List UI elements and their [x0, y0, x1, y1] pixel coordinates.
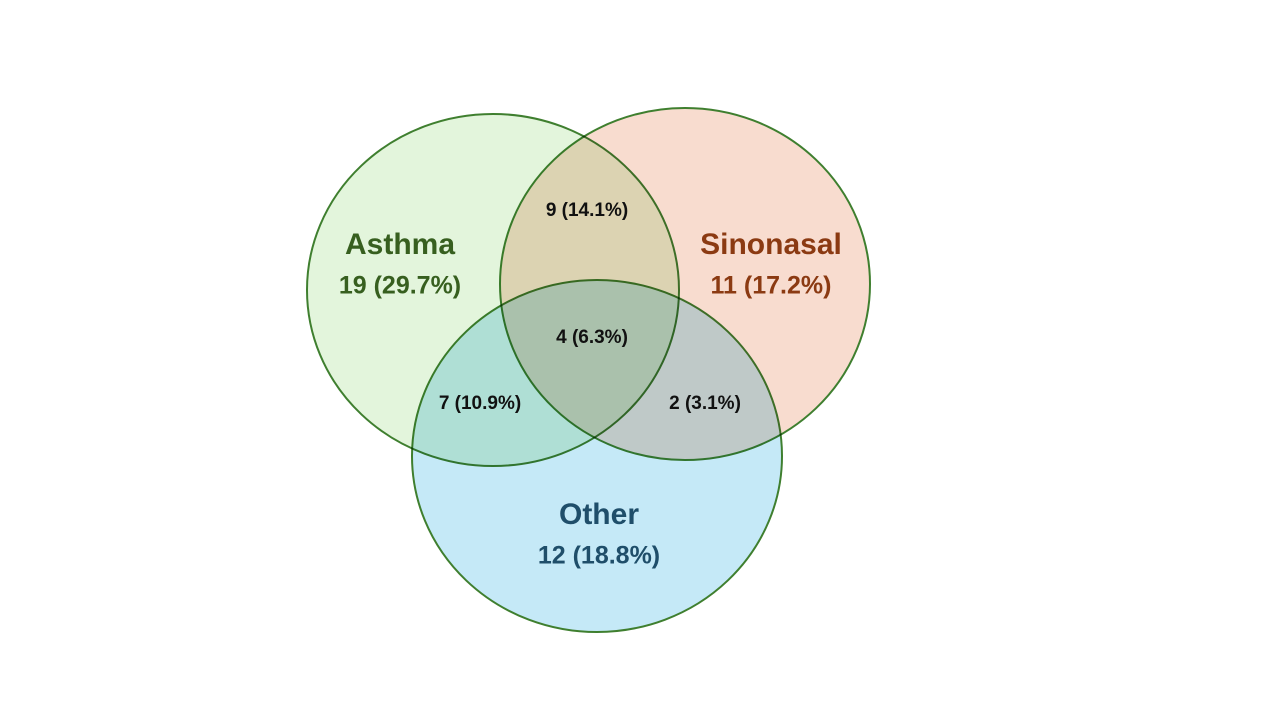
set-count: 12 (18.8%) — [538, 542, 660, 570]
intersection-label: 4 (6.3%) — [556, 327, 628, 348]
set-count: 19 (29.7%) — [339, 272, 461, 300]
circles — [306, 107, 871, 633]
set-name: Sinonasal — [700, 228, 842, 261]
intersection-label: 9 (14.1%) — [546, 200, 628, 221]
set-count: 11 (17.2%) — [711, 272, 832, 300]
intersection-label: 2 (3.1%) — [669, 393, 741, 414]
set-name: Asthma — [345, 228, 455, 261]
other-circle — [411, 279, 783, 633]
intersection-label: 7 (10.9%) — [439, 393, 521, 414]
set-name: Other — [559, 498, 639, 531]
